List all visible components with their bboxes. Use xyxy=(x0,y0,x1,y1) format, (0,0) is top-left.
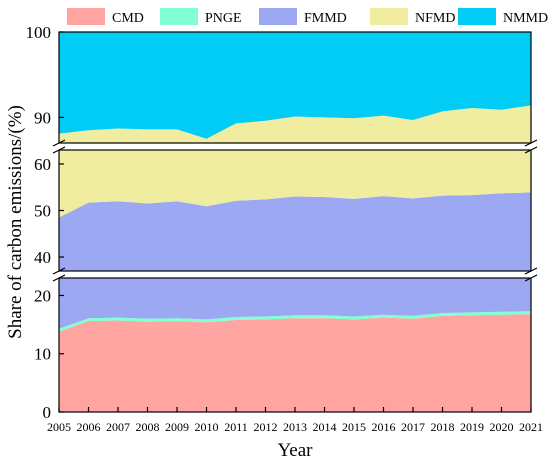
legend-item-nmmd: NMMD xyxy=(458,8,548,26)
legend-item-fmmd: FMMD xyxy=(259,8,347,26)
svg-text:PNGE: PNGE xyxy=(205,11,242,26)
y-tick-label: 40 xyxy=(34,248,51,267)
axis-break-lower xyxy=(53,271,537,278)
x-tick-label: 2015 xyxy=(342,420,366,434)
x-tick-label: 2019 xyxy=(460,420,484,434)
x-tick-label: 2011 xyxy=(224,420,248,434)
legend-item-nfmd: NFMD xyxy=(370,8,455,26)
y-tick-label: 0 xyxy=(43,403,52,422)
x-tick-label: 2010 xyxy=(195,420,219,434)
x-axis-ticks: 2005 2006 2007 2008 2009 2010 2011 2012 2013 2014… xyxy=(47,407,543,434)
y-axis-ticks: 0 10 20 40 50 60 90 100 xyxy=(26,23,64,422)
y-tick-label: 100 xyxy=(26,23,52,42)
legend-item-pnge: PNGE xyxy=(160,8,242,26)
area-nmmd xyxy=(59,32,531,139)
x-tick-label: 2014 xyxy=(313,420,337,434)
svg-text:FMMD: FMMD xyxy=(304,11,347,26)
x-tick-label: 2018 xyxy=(431,420,455,434)
y-tick-label: 60 xyxy=(34,155,51,174)
area-cmd xyxy=(59,314,531,412)
area-pnge xyxy=(59,311,531,332)
axis-break-upper xyxy=(53,143,537,150)
y-tick-label: 90 xyxy=(34,108,51,127)
svg-text:NMMD: NMMD xyxy=(503,11,548,26)
y-tick-label: 10 xyxy=(34,345,51,364)
x-tick-label: 2017 xyxy=(401,420,425,434)
legend-item-cmd: CMD xyxy=(67,8,144,26)
x-tick-label: 2007 xyxy=(106,420,130,434)
break-marks xyxy=(52,139,538,282)
x-tick-label: 2012 xyxy=(254,420,278,434)
svg-text:CMD: CMD xyxy=(112,11,144,26)
x-tick-label: 2008 xyxy=(136,420,160,434)
x-tick-label: 2021 xyxy=(519,420,543,434)
x-axis-title: Year xyxy=(277,440,313,461)
x-tick-label: 2009 xyxy=(165,420,189,434)
area-layers xyxy=(59,32,531,412)
area-nfmd xyxy=(59,105,531,218)
x-tick-label: 2016 xyxy=(372,420,396,434)
x-tick-label: 2020 xyxy=(490,420,514,434)
x-tick-label: 2005 xyxy=(47,420,71,434)
y-axis-title: Share of carbon emissions/(%) xyxy=(5,105,26,339)
x-tick-label: 2013 xyxy=(283,420,307,434)
area-fmmd xyxy=(59,192,531,329)
svg-text:NFMD: NFMD xyxy=(415,11,455,26)
y-tick-label: 20 xyxy=(34,286,51,305)
legend: CMD PNGE FMMD NFMD NMMD xyxy=(67,8,548,26)
x-tick-label: 2006 xyxy=(77,420,101,434)
y-tick-label: 50 xyxy=(34,202,51,221)
